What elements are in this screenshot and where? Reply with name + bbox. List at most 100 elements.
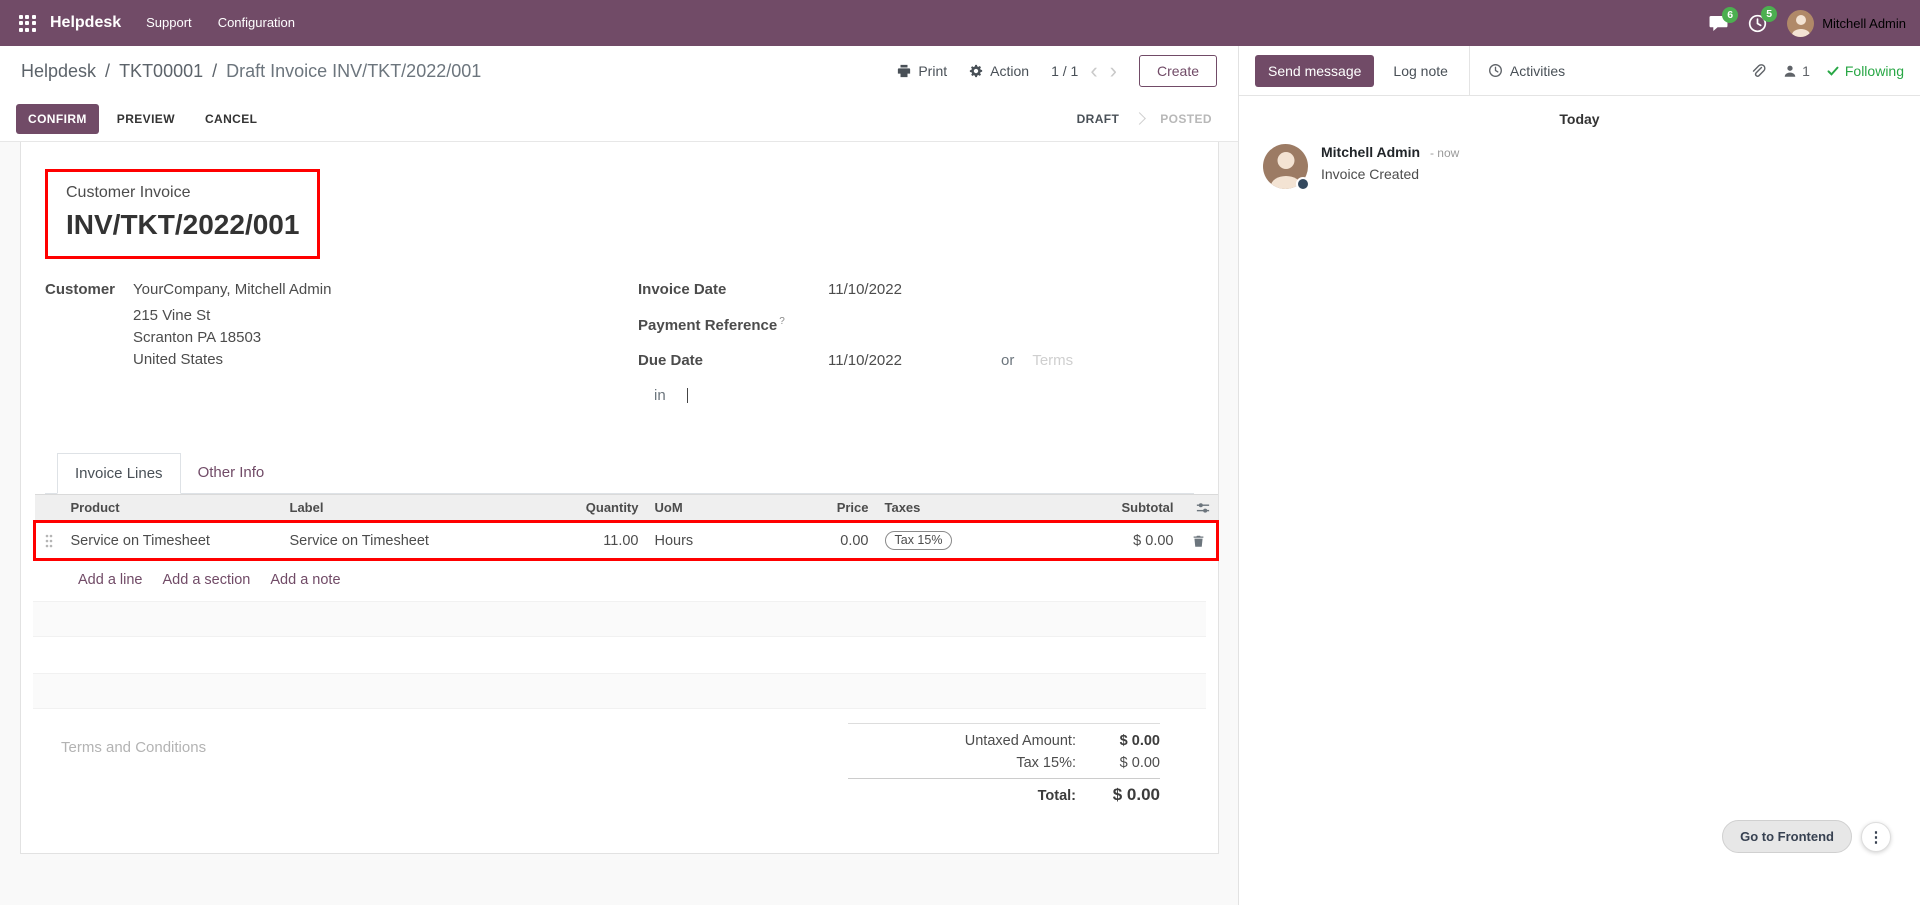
message-author[interactable]: Mitchell Admin <box>1321 144 1421 160</box>
go-to-frontend-button[interactable]: Go to Frontend <box>1722 820 1852 853</box>
customer-label: Customer <box>45 281 116 298</box>
add-line-link[interactable]: Add a line <box>78 572 143 588</box>
chevron-right-icon <box>1133 112 1147 125</box>
form-area: Helpdesk / TKT00001 / Draft Invoice INV/… <box>0 46 1238 905</box>
kebab-icon: ⋮ <box>1868 828 1884 846</box>
user-menu[interactable]: Mitchell Admin <box>1787 9 1906 37</box>
menu-configuration[interactable]: Configuration <box>217 15 296 30</box>
print-button[interactable]: Print <box>897 63 947 79</box>
empty-table-row <box>33 673 1206 709</box>
pager: 1 / 1 ‹ › <box>1051 60 1117 82</box>
label-column-header[interactable]: Label <box>281 494 532 522</box>
in-text: in <box>654 387 666 404</box>
line-quantity-cell[interactable]: 11.00 <box>531 520 647 561</box>
menu-support[interactable]: Support <box>146 15 192 30</box>
clock-icon <box>1748 14 1767 33</box>
state-posted[interactable]: POSTED <box>1160 111 1212 126</box>
price-column-header[interactable]: Price <box>766 494 877 522</box>
following-toggle[interactable]: Following <box>1827 63 1904 79</box>
total-label: Total: <box>1037 788 1076 804</box>
invoice-date-field[interactable]: 11/10/2022 <box>828 281 902 298</box>
activities-systray-button[interactable]: 5 <box>1748 5 1778 33</box>
customer-name[interactable]: YourCompany, Mitchell Admin <box>133 281 332 298</box>
payment-terms-field[interactable]: Terms <box>1032 352 1074 369</box>
pager-next-button[interactable]: › <box>1109 58 1117 83</box>
pager-previous-button[interactable]: ‹ <box>1090 58 1098 83</box>
followers-button[interactable]: 1 <box>1783 63 1810 79</box>
invoice-form-sheet: Customer Invoice INV/TKT/2022/001 Custom… <box>20 142 1219 854</box>
line-uom-cell[interactable]: Hours <box>646 520 767 561</box>
handle-column-header <box>34 494 63 522</box>
help-tooltip-icon: ? <box>779 316 785 327</box>
due-date-field[interactable]: 11/10/2022 <box>828 352 902 369</box>
apps-grid-icon <box>18 14 36 32</box>
create-button[interactable]: Create <box>1138 55 1217 87</box>
app-brand[interactable]: Helpdesk <box>50 14 122 31</box>
message-author-avatar <box>1263 144 1310 191</box>
quantity-column-header[interactable]: Quantity <box>531 494 647 522</box>
tax-badge[interactable]: Tax 15% <box>884 531 953 550</box>
state-draft[interactable]: DRAFT <box>1076 111 1120 126</box>
author-status-dot <box>1296 177 1310 191</box>
untaxed-amount-label: Untaxed Amount: <box>964 733 1076 749</box>
breadcrumb-separator: / <box>212 60 218 81</box>
message-timestamp: - now <box>1429 146 1460 160</box>
send-message-button[interactable]: Send message <box>1255 54 1375 87</box>
add-section-link[interactable]: Add a section <box>162 572 251 588</box>
follower-person-icon <box>1783 64 1797 78</box>
apps-menu-button[interactable] <box>10 0 44 46</box>
add-note-link[interactable]: Add a note <box>270 572 341 588</box>
date-divider: Today <box>1559 111 1600 127</box>
attach-files-button[interactable] <box>1750 63 1766 79</box>
optional-columns-button[interactable] <box>1196 501 1210 515</box>
customer-field[interactable]: YourCompany, Mitchell Admin 215 Vine St … <box>133 281 331 371</box>
activity-clock-icon <box>1488 63 1503 78</box>
notebook-tabs: Invoice Lines Other Info <box>45 452 1194 494</box>
action-button[interactable]: Action <box>969 63 1029 79</box>
cancel-button[interactable]: CANCEL <box>193 104 269 134</box>
taxes-column-header[interactable]: Taxes <box>876 494 1007 522</box>
breadcrumb-ticket[interactable]: TKT00001 <box>119 60 204 81</box>
delete-line-button[interactable] <box>1181 520 1219 561</box>
terms-and-conditions-field[interactable]: Terms and Conditions <box>61 739 207 756</box>
sheet-background: Customer Invoice INV/TKT/2022/001 Custom… <box>0 142 1238 905</box>
tab-other-info[interactable]: Other Info <box>197 464 265 481</box>
line-price-cell[interactable]: 0.00 <box>766 520 877 561</box>
tab-invoice-lines[interactable]: Invoice Lines <box>57 453 181 494</box>
preview-button[interactable]: PREVIEW <box>105 104 187 134</box>
user-avatar <box>1787 9 1815 37</box>
customer-address-street: 215 Vine St <box>133 307 211 324</box>
kebab-menu-button[interactable]: ⋮ <box>1861 821 1891 852</box>
activities-button[interactable]: Activities <box>1478 55 1575 87</box>
printer-icon <box>897 64 911 78</box>
product-column-header[interactable]: Product <box>62 494 282 522</box>
drag-handle[interactable] <box>33 520 63 561</box>
sliders-icon <box>1196 501 1210 515</box>
trash-icon <box>1190 534 1209 548</box>
breadcrumb-helpdesk[interactable]: Helpdesk <box>21 60 97 81</box>
empty-table-row <box>33 637 1206 673</box>
messages-button[interactable]: 6 <box>1709 6 1739 32</box>
invoice-number[interactable]: INV/TKT/2022/001 <box>66 209 300 240</box>
log-note-button[interactable]: Log note <box>1380 55 1461 87</box>
customer-address-city: Scranton PA 18503 <box>133 329 262 346</box>
confirm-button[interactable]: CONFIRM <box>16 103 99 134</box>
chatter-message[interactable]: Mitchell Admin - now Invoice Created <box>1239 137 1920 196</box>
invoice-type-label: Customer Invoice <box>66 184 191 201</box>
gear-icon <box>969 64 983 78</box>
tax-value: $ 0.00 <box>1119 755 1160 771</box>
line-taxes-cell[interactable]: Tax 15% <box>876 520 1007 561</box>
subtotal-column-header[interactable]: Subtotal <box>1006 494 1182 522</box>
table-header-row: Product Label Quantity UoM Price Taxes S… <box>34 494 1218 522</box>
action-label: Action <box>990 63 1030 79</box>
line-product-cell[interactable]: Service on Timesheet <box>62 520 282 561</box>
check-icon <box>1827 65 1839 77</box>
uom-column-header[interactable]: UoM <box>646 494 767 522</box>
line-label-cell[interactable]: Service on Timesheet <box>281 520 532 561</box>
message-body: Invoice Created <box>1321 166 1420 182</box>
tax-label: Tax 15%: <box>1016 755 1076 771</box>
invoice-line-row[interactable]: Service on Timesheet Service on Timeshee… <box>33 520 1219 561</box>
text-cursor <box>686 388 688 403</box>
chatter-panel: Send message Log note Activities <box>1238 46 1920 905</box>
total-value: $ 0.00 <box>1112 785 1160 804</box>
